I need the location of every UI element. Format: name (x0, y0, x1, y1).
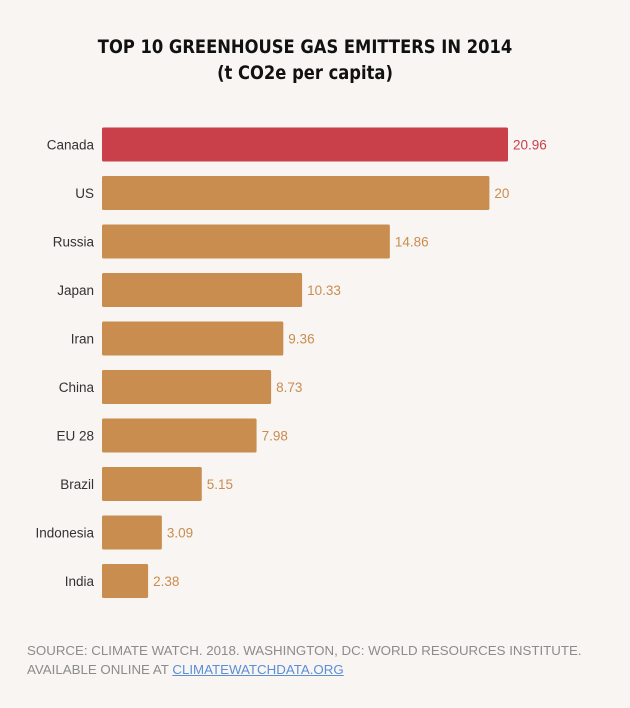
bar-russia (102, 224, 390, 259)
category-label-eu-28: EU 28 (56, 429, 94, 444)
chart-title: TOP 10 GREENHOUSE GAS EMITTERS IN 2014 (97, 36, 513, 58)
bar-canada (102, 127, 508, 162)
value-label-china: 8.73 (276, 380, 302, 395)
category-label-russia: Russia (53, 235, 95, 250)
bar-india (102, 564, 149, 598)
bar-chart: Canada 20.96 US 20 Russia 14.86 Japan 10.33 Iran… (35, 127, 547, 598)
bar-japan (102, 273, 303, 307)
value-label-canada: 20.96 (513, 138, 547, 153)
bar-indonesia (102, 515, 162, 550)
bar-us (102, 176, 490, 210)
value-label-russia: 14.86 (395, 235, 429, 250)
value-label-eu-28: 7.98 (262, 429, 288, 444)
category-label-iran: Iran (71, 332, 94, 347)
bar-eu-28 (102, 418, 257, 453)
source-line-2-prefix: AVAILABLE ONLINE AT (27, 662, 173, 677)
category-label-us: US (75, 186, 94, 201)
category-label-indonesia: Indonesia (35, 526, 94, 541)
value-label-us: 20 (494, 186, 509, 201)
chart-title-block: TOP 10 GREENHOUSE GAS EMITTERS IN 2014 (… (43, 34, 568, 86)
category-label-china: China (59, 380, 95, 395)
source-note: SOURCE: CLIMATE WATCH. 2018. WASHINGTON,… (27, 641, 582, 679)
bar-iran (102, 321, 284, 356)
value-label-brazil: 5.15 (207, 477, 233, 492)
source-link[interactable]: CLIMATEWATCHDATA.ORG (172, 662, 344, 677)
value-label-india: 2.38 (153, 574, 179, 589)
source-line-1: SOURCE: CLIMATE WATCH. 2018. WASHINGTON,… (27, 643, 582, 658)
bar-brazil (102, 467, 202, 501)
source-line-2: AVAILABLE ONLINE AT CLIMATEWATCHDATA.ORG (27, 660, 582, 679)
value-label-iran: 9.36 (288, 332, 314, 347)
value-label-indonesia: 3.09 (167, 526, 193, 541)
category-label-brazil: Brazil (60, 477, 94, 492)
bar-china (102, 370, 272, 404)
value-label-japan: 10.33 (307, 283, 341, 298)
category-label-india: India (65, 574, 95, 589)
category-label-canada: Canada (47, 138, 95, 153)
chart-subtitle: (t CO2e per capita) (217, 62, 393, 84)
category-label-japan: Japan (57, 283, 94, 298)
